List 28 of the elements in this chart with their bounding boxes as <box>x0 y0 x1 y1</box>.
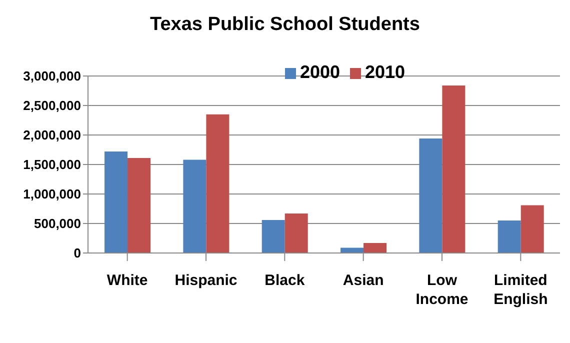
chart-title: Texas Public School Students <box>149 14 421 36</box>
y-tick-label: 0 <box>74 246 81 261</box>
legend-label: 2000 <box>300 62 340 82</box>
bar <box>128 158 151 253</box>
bar <box>206 114 230 253</box>
y-tick-label: 2,000,000 <box>23 128 81 143</box>
bar <box>364 242 387 253</box>
bar <box>498 220 521 253</box>
y-tick-label: 1,500,000 <box>23 157 81 172</box>
bar <box>340 248 364 253</box>
legend-label: 2010 <box>365 62 406 82</box>
y-tick-label: 500,000 <box>34 216 81 232</box>
x-tick-label: Black <box>264 272 306 289</box>
bar <box>419 138 442 253</box>
bar <box>104 152 128 253</box>
y-tick-label: 3,000,000 <box>23 68 81 84</box>
bar <box>284 213 308 253</box>
y-tick-label: 2,500,000 <box>23 98 81 114</box>
bar <box>442 85 466 253</box>
x-tick-label: Limited English <box>494 272 548 308</box>
bar <box>183 160 206 253</box>
x-tick-label: Low Income <box>416 272 468 308</box>
y-tick-label: 1,000,000 <box>23 186 81 202</box>
x-tick-label: White <box>106 272 148 289</box>
x-tick-label: Hispanic <box>174 272 238 289</box>
bar <box>262 220 285 253</box>
x-tick-label: Asian <box>342 272 384 289</box>
bar <box>520 205 544 253</box>
